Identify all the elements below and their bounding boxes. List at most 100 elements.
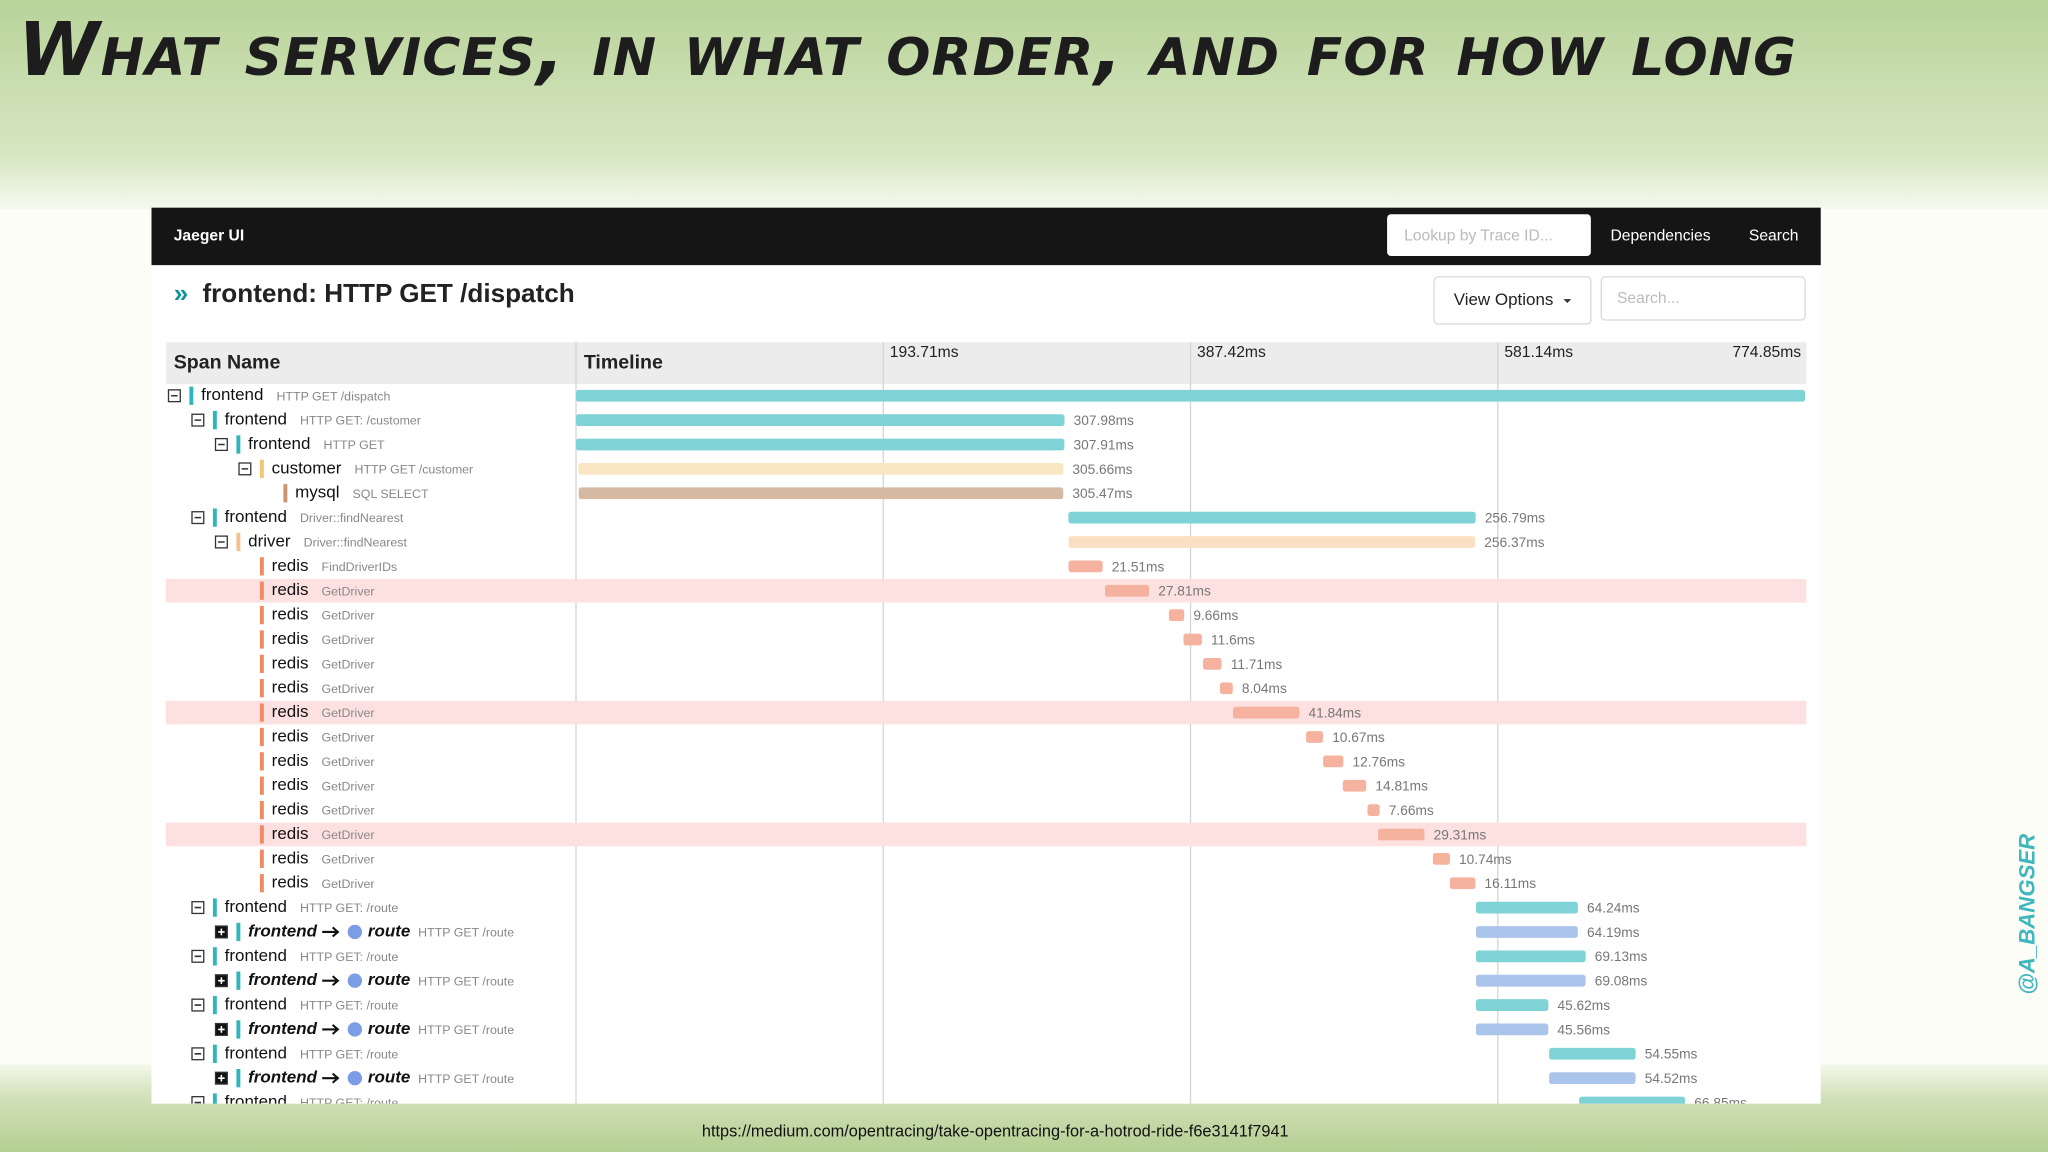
span-row[interactable]: redis GetDriver 16.11ms — [259, 873, 1537, 893]
span-row[interactable]: frontend Driver::findNearest 256.79ms — [191, 507, 1545, 527]
lookup-input[interactable] — [1387, 214, 1591, 256]
remote-service: route — [368, 921, 410, 940]
duration-label: 29.31ms — [1434, 827, 1487, 842]
span-row[interactable]: redis GetDriver 11.71ms — [259, 653, 1283, 673]
service-color — [259, 630, 264, 649]
service-color — [212, 947, 217, 966]
span-row[interactable]: redis GetDriver 8.04ms — [259, 678, 1287, 698]
operation-name: Driver::findNearest — [300, 511, 404, 525]
tick-label: 581.14ms — [1504, 344, 1573, 361]
search-placeholder: Search... — [1617, 290, 1680, 307]
operation-name: HTTP GET /route — [418, 926, 514, 940]
span-row[interactable]: redis GetDriver 14.81ms — [259, 775, 1428, 795]
nav-link[interactable]: Dependencies — [1610, 228, 1710, 245]
service-name: frontend — [225, 410, 287, 429]
duration-label: 69.08ms — [1595, 974, 1648, 989]
row-highlight — [165, 578, 1807, 603]
service-name: customer — [272, 458, 342, 477]
service-name: redis — [272, 775, 309, 794]
duration-label: 8.04ms — [1242, 681, 1287, 696]
span-bar — [1367, 804, 1380, 816]
service-name: frontend — [248, 1068, 317, 1087]
operation-name: GetDriver — [322, 633, 375, 647]
span-bar — [576, 414, 1065, 427]
collapse-icon[interactable]: » — [174, 278, 189, 308]
operation-name: GetDriver — [322, 852, 375, 866]
service-color — [259, 654, 264, 673]
span-row[interactable]: frontend HTTP GET: /route 45.62ms — [191, 995, 1610, 1015]
span-row[interactable]: redis GetDriver 29.31ms — [259, 824, 1487, 844]
service-color — [259, 703, 264, 722]
service-color — [236, 971, 241, 990]
span-row[interactable]: frontend route HTTP GET /route 64.19ms — [214, 921, 1640, 942]
span-row[interactable]: mysql SQL SELECT 305.47ms — [283, 483, 1133, 503]
operation-name: GetDriver — [322, 706, 375, 720]
header-row — [165, 342, 1807, 384]
span-row[interactable]: frontend route HTTP GET /route 69.08ms — [214, 970, 1648, 990]
span-bar — [1449, 877, 1476, 890]
span-row[interactable]: frontend HTTP GET: /route 54.55ms — [191, 1043, 1698, 1063]
tick-label: 774.85ms — [1732, 344, 1801, 361]
remote-service: route — [368, 970, 410, 989]
service-color — [212, 898, 217, 917]
row-highlight — [165, 822, 1807, 847]
arrow — [322, 1072, 340, 1084]
remote-dot — [347, 1070, 363, 1086]
span-bar — [1476, 1023, 1549, 1036]
span-row[interactable]: redis GetDriver 27.81ms — [259, 580, 1211, 600]
span-row[interactable]: redis GetDriver 7.66ms — [259, 800, 1434, 820]
span-bar — [1104, 584, 1150, 597]
span-row[interactable]: frontend HTTP GET 307.91ms — [214, 434, 1134, 454]
service-name: redis — [272, 556, 309, 575]
service-name: frontend — [248, 970, 317, 989]
source-url[interactable]: https://medium.com/opentracing/take-open… — [702, 1123, 1289, 1141]
operation-name: GetDriver — [322, 584, 375, 598]
service-name: redis — [272, 824, 309, 843]
span-row[interactable]: customer HTTP GET /customer 305.66ms — [238, 458, 1133, 479]
span-row[interactable]: redis GetDriver 10.67ms — [259, 726, 1385, 747]
trace-title: frontend: HTTP GET /dispatch — [202, 278, 574, 308]
duration-label: 305.47ms — [1072, 486, 1132, 501]
nav-brand[interactable]: Jaeger UI — [174, 228, 245, 245]
operation-name: HTTP GET: /route — [300, 1047, 398, 1061]
span-row[interactable]: frontend HTTP GET: /route 69.13ms — [191, 946, 1648, 966]
service-name: redis — [272, 629, 309, 648]
duration-label: 21.51ms — [1112, 559, 1165, 574]
service-name: redis — [272, 605, 309, 624]
operation-name: SQL SELECT — [353, 487, 429, 501]
operation-name: GetDriver — [322, 779, 375, 793]
duration-label: 16.11ms — [1485, 876, 1537, 891]
span-bar — [1168, 609, 1185, 621]
arrow — [322, 926, 340, 938]
tick-label: 387.42ms — [1197, 344, 1266, 361]
span-row[interactable]: redis GetDriver 41.84ms — [259, 702, 1361, 722]
span-bar — [1579, 1096, 1686, 1104]
span-row[interactable]: redis GetDriver 9.66ms — [259, 605, 1239, 625]
span-row[interactable]: frontend HTTP GET: /route 66.85ms — [191, 1092, 1747, 1112]
span-row[interactable]: frontend HTTP GET: /customer 307.98ms — [191, 410, 1134, 430]
service-color — [259, 776, 264, 795]
service-color — [259, 679, 264, 698]
service-color — [259, 874, 264, 893]
span-row[interactable]: frontend HTTP GET: /route 64.24ms — [191, 897, 1640, 917]
span-rows: frontend HTTP GET /dispatch frontend HTTP G… — [165, 385, 1807, 1112]
nav-link[interactable]: Search — [1749, 228, 1799, 245]
view-options-button[interactable] — [1433, 276, 1592, 325]
span-row[interactable]: redis GetDriver 10.74ms — [259, 848, 1512, 868]
operation-name: GetDriver — [322, 609, 375, 623]
service-name: redis — [272, 580, 309, 599]
duration-label: 9.66ms — [1193, 608, 1238, 623]
service-color — [236, 532, 241, 552]
span-row[interactable]: driver Driver::findNearest 256.37ms — [214, 531, 1545, 552]
span-row[interactable]: frontend route HTTP GET /route 54.52ms — [214, 1068, 1698, 1088]
span-row[interactable]: redis GetDriver 11.6ms — [259, 629, 1255, 649]
span-row[interactable]: frontend HTTP GET /dispatch — [167, 385, 1806, 405]
span-bar — [578, 462, 1064, 475]
duration-label: 307.98ms — [1074, 413, 1134, 428]
service-color — [259, 849, 264, 868]
service-name: frontend — [248, 921, 317, 940]
span-row[interactable]: frontend route HTTP GET /route 45.56ms — [214, 1019, 1611, 1039]
search-input[interactable] — [1600, 276, 1806, 321]
span-row[interactable]: redis FindDriverIDs 21.51ms — [259, 556, 1165, 576]
span-row[interactable]: redis GetDriver 12.76ms — [259, 751, 1405, 771]
